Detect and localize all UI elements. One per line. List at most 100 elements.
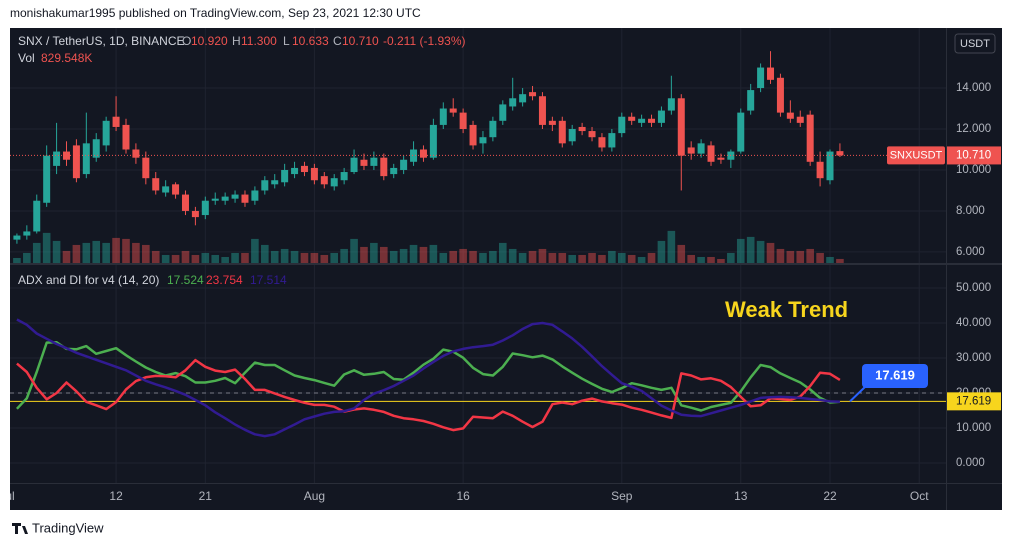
time-axis: Jul 12 21 Aug 16 Sep 13 22 Oct: [0, 489, 929, 503]
volume-bar: [538, 248, 547, 263]
candle-body: [350, 157, 358, 173]
volume-bar: [280, 248, 289, 263]
volume-bar: [637, 256, 646, 263]
volume-bar: [181, 250, 190, 263]
candle-body: [578, 126, 586, 132]
candle-body: [608, 133, 616, 148]
volume-bar: [221, 256, 229, 263]
callout-text: 17.619: [875, 367, 915, 382]
volume-bar: [270, 250, 279, 263]
candle-body: [677, 98, 685, 156]
volume-bar: [23, 252, 31, 263]
volume-bar: [439, 252, 448, 263]
candle-body: [499, 104, 507, 121]
volume-bar: [667, 230, 676, 263]
candle-body: [489, 120, 497, 138]
volume-bar: [608, 250, 616, 263]
candle-body: [638, 118, 646, 123]
x-tick-label: Aug: [304, 489, 325, 503]
currency-box[interactable]: [954, 33, 996, 54]
candle-body: [162, 186, 170, 193]
volume-bar: [370, 242, 378, 263]
candle-body: [519, 94, 527, 103]
volume-bar: [568, 254, 576, 263]
level-label: 17.619: [956, 395, 991, 407]
indicator-value: 17.524: [167, 273, 204, 287]
volume-bar: [409, 244, 418, 263]
y-tick-label: 10.000: [956, 164, 991, 176]
candle-body: [221, 196, 229, 201]
volume-bar: [498, 242, 507, 263]
candle-body: [816, 161, 824, 179]
volume-bar: [677, 244, 686, 263]
x-tick-label: Oct: [910, 489, 929, 503]
ohlc-key: H: [232, 34, 241, 48]
candle-body: [410, 149, 418, 162]
volume-bar: [142, 244, 150, 263]
volume-bar: [320, 254, 329, 263]
volume-bar: [657, 240, 666, 263]
header: monishakumar1995 published on TradingVie…: [10, 6, 421, 20]
candle-body: [767, 67, 775, 80]
volume-bar: [42, 232, 51, 263]
volume-value: 829.548K: [41, 51, 92, 65]
callout-box: [862, 364, 928, 388]
symbol-title: SNX / TetherUS, 1D, BINANCE: [18, 34, 185, 48]
volume-bar: [508, 248, 517, 263]
volume-bar: [489, 250, 497, 263]
y-tick-label: 0.000: [956, 457, 985, 469]
x-tick-label: 21: [199, 489, 213, 503]
volume-bar: [617, 252, 626, 263]
ohlc-key: O: [182, 34, 191, 48]
candle-body: [400, 159, 408, 170]
volume-bar: [290, 250, 299, 263]
candle-body: [271, 180, 279, 185]
candle-body: [776, 77, 784, 113]
candle-body: [82, 143, 90, 175]
volume-bar: [211, 254, 220, 263]
candle-body: [310, 167, 318, 181]
footer: TradingView: [32, 520, 104, 535]
volume-bar: [479, 252, 487, 263]
volume-bar: [419, 246, 428, 263]
candle-body: [459, 112, 467, 130]
volume-bar: [469, 250, 477, 263]
candle-body: [360, 159, 368, 166]
volume-bar: [340, 248, 348, 263]
logo-icon: [12, 523, 28, 534]
volume-bar: [528, 250, 537, 263]
candle-body: [13, 235, 21, 240]
candle-body: [201, 200, 209, 216]
volume-bar: [300, 252, 309, 263]
candle-body: [697, 143, 705, 154]
candle-body: [667, 98, 675, 111]
candle-body: [92, 139, 100, 158]
volume-bar: [756, 240, 765, 263]
symbol-label-box: [887, 146, 945, 165]
volume-bar: [92, 240, 101, 263]
volume-bar: [389, 250, 398, 263]
candle-body: [737, 112, 745, 152]
candle-body: [588, 131, 596, 138]
y-tick-label: 8.000: [956, 205, 985, 217]
candle-body: [836, 151, 844, 156]
volume-bar: [380, 246, 388, 263]
candle-body: [469, 124, 477, 146]
volume-bar: [132, 242, 140, 263]
candle-body: [439, 108, 447, 125]
x-tick-label: Jul: [0, 489, 15, 503]
currency[interactable]: USDT: [960, 38, 990, 50]
ohlc-value: 10.710: [342, 34, 379, 48]
volume-bar: [727, 252, 735, 263]
volume-bar: [161, 254, 170, 263]
candle-body: [291, 167, 299, 175]
indicator-line: [15, 341, 841, 412]
candle-body: [657, 110, 665, 123]
y-tick-label: 6.000: [956, 246, 985, 258]
volume-bar: [72, 244, 81, 263]
candle-body: [747, 90, 755, 111]
ohlc-key: C: [333, 34, 342, 48]
candle-body: [796, 116, 804, 123]
